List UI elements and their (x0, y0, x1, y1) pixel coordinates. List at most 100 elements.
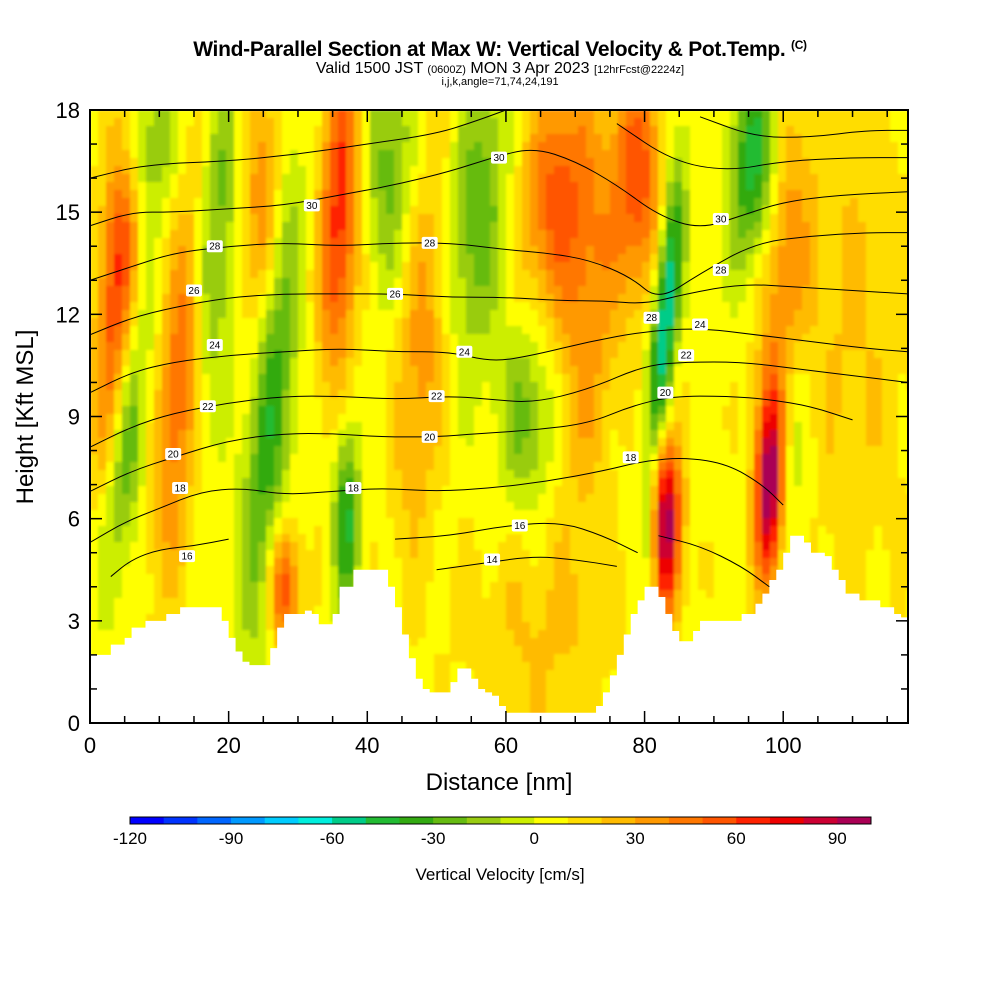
velocity-cell (258, 558, 267, 567)
velocity-cell (378, 238, 387, 247)
velocity-cell (586, 198, 595, 207)
velocity-cell (226, 262, 235, 271)
velocity-cell (506, 358, 515, 367)
velocity-cell (482, 654, 491, 663)
velocity-cell (338, 534, 347, 543)
velocity-cell (314, 366, 323, 375)
velocity-cell (170, 510, 179, 519)
velocity-cell (362, 502, 371, 511)
velocity-cell (378, 494, 387, 503)
velocity-cell (514, 686, 523, 695)
velocity-cell (370, 470, 379, 479)
velocity-cell (570, 662, 579, 671)
velocity-cell (346, 214, 355, 223)
velocity-cell (418, 150, 427, 159)
velocity-cell (186, 206, 195, 215)
velocity-cell (506, 350, 515, 359)
velocity-cell (162, 318, 171, 327)
velocity-cell (338, 230, 347, 239)
velocity-cell (554, 366, 563, 375)
velocity-cell (186, 350, 195, 359)
velocity-cell (218, 598, 227, 607)
velocity-cell (386, 582, 395, 591)
velocity-cell (490, 302, 499, 311)
velocity-cell (122, 334, 131, 343)
velocity-cell (554, 558, 563, 567)
velocity-cell (474, 398, 483, 407)
velocity-cell (274, 438, 283, 447)
velocity-cell (186, 390, 195, 399)
velocity-cell (594, 110, 603, 119)
velocity-cell (458, 278, 467, 287)
velocity-cell (146, 606, 155, 615)
velocity-cell (394, 326, 403, 335)
velocity-cell (546, 614, 555, 623)
velocity-cell (162, 414, 171, 423)
velocity-cell (458, 174, 467, 183)
velocity-cell (274, 174, 283, 183)
velocity-cell (442, 358, 451, 367)
velocity-cell (306, 414, 315, 423)
velocity-cell (138, 310, 147, 319)
velocity-cell (538, 470, 547, 479)
velocity-cell (474, 494, 483, 503)
velocity-cell (442, 374, 451, 383)
velocity-cell (202, 374, 211, 383)
velocity-cell (274, 206, 283, 215)
velocity-cell (306, 334, 315, 343)
velocity-cell (474, 590, 483, 599)
velocity-cell (122, 134, 131, 143)
velocity-cell (298, 286, 307, 295)
velocity-cell (362, 550, 371, 559)
velocity-cell (346, 238, 355, 247)
velocity-cell (490, 294, 499, 303)
velocity-cell (98, 270, 107, 279)
velocity-cell (514, 158, 523, 167)
velocity-cell (170, 294, 179, 303)
velocity-cell (474, 678, 483, 687)
velocity-cell (538, 366, 547, 375)
velocity-cell (594, 270, 603, 279)
velocity-cell (482, 486, 491, 495)
velocity-cell (594, 502, 603, 511)
velocity-cell (226, 358, 235, 367)
velocity-cell (162, 526, 171, 535)
velocity-cell (554, 342, 563, 351)
velocity-cell (442, 478, 451, 487)
velocity-cell (418, 382, 427, 391)
velocity-cell (266, 190, 275, 199)
velocity-cell (306, 590, 315, 599)
velocity-cell (578, 126, 587, 135)
velocity-cell (146, 542, 155, 551)
velocity-cell (234, 446, 243, 455)
velocity-cell (554, 606, 563, 615)
velocity-cell (282, 150, 291, 159)
velocity-cell (298, 598, 307, 607)
velocity-cell (138, 462, 147, 471)
velocity-cell (234, 254, 243, 263)
velocity-cell (562, 662, 571, 671)
velocity-cell (362, 230, 371, 239)
velocity-cell (330, 398, 339, 407)
velocity-cell (410, 262, 419, 271)
velocity-cell (418, 654, 427, 663)
velocity-cell (402, 318, 411, 327)
velocity-cell (498, 214, 507, 223)
velocity-cell (274, 166, 283, 175)
velocity-cell (554, 166, 563, 175)
velocity-cell (546, 158, 555, 167)
velocity-cell (306, 526, 315, 535)
velocity-cell (418, 326, 427, 335)
velocity-cell (434, 310, 443, 319)
velocity-cell (298, 574, 307, 583)
velocity-cell (242, 462, 251, 471)
velocity-cell (498, 622, 507, 631)
velocity-cell (306, 606, 315, 615)
velocity-cell (402, 558, 411, 567)
velocity-cell (498, 310, 507, 319)
velocity-cell (234, 142, 243, 151)
velocity-cell (466, 206, 475, 215)
velocity-cell (170, 526, 179, 535)
velocity-cell (594, 630, 603, 639)
velocity-cell (330, 590, 339, 599)
